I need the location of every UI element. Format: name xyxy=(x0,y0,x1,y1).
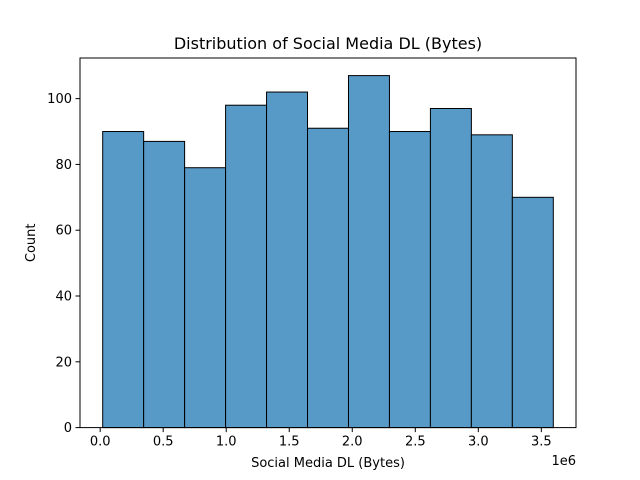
x-tick-label: 2.5 xyxy=(405,435,426,450)
y-tick-label: 40 xyxy=(55,290,72,305)
histogram-bar xyxy=(184,167,227,429)
x-tick-label: 0.0 xyxy=(90,435,111,450)
y-axis-label: Count xyxy=(24,223,39,262)
bars-group xyxy=(102,75,554,429)
x-tick-label: 1.0 xyxy=(216,435,237,450)
plot-area-frame xyxy=(79,57,577,429)
histogram-bar xyxy=(102,131,145,429)
y-tick-label: 100 xyxy=(47,92,72,107)
histogram-bar xyxy=(347,75,390,429)
y-tick-label: 20 xyxy=(55,355,72,370)
histogram-bar xyxy=(388,131,431,429)
y-tick-label: 0 xyxy=(64,421,72,436)
histogram-bar xyxy=(143,140,186,429)
x-tick-label: 3.0 xyxy=(468,435,489,450)
histogram-bar xyxy=(429,107,472,429)
x-axis: 0.0 0.5 1.0 1.5 2.0 2.5 3.0 3.5 xyxy=(90,427,552,450)
x-axis-offset-label: 1e6 xyxy=(551,454,576,469)
histogram-bar xyxy=(225,104,268,429)
histogram-bar xyxy=(307,127,349,429)
x-tick-label: 2.0 xyxy=(342,435,363,450)
y-tick-label: 80 xyxy=(55,158,72,173)
histogram-bar xyxy=(266,91,309,429)
y-axis: 0 20 40 60 80 100 xyxy=(47,92,80,436)
x-tick-label: 1.5 xyxy=(279,435,300,450)
x-tick-label: 3.5 xyxy=(531,435,552,450)
x-tick-label: 0.5 xyxy=(153,435,174,450)
histogram-bar xyxy=(511,196,554,429)
chart-title: Distribution of Social Media DL (Bytes) xyxy=(174,34,482,53)
histogram-bar xyxy=(470,134,513,429)
x-axis-label: Social Media DL (Bytes) xyxy=(251,456,405,471)
y-tick-label: 60 xyxy=(55,224,72,239)
